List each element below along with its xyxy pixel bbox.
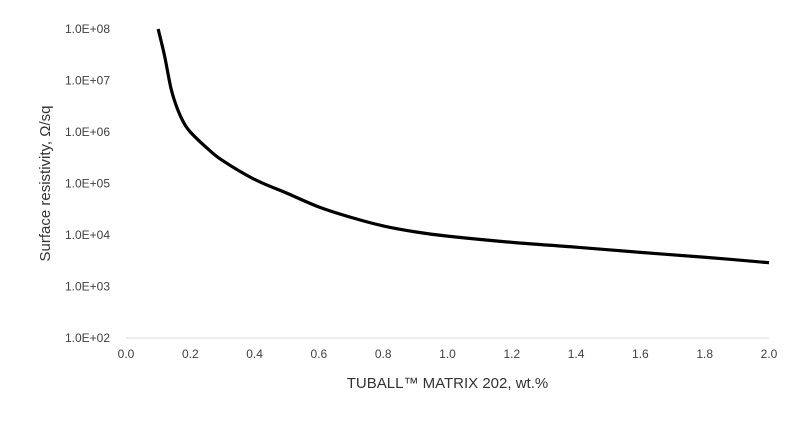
y-tick-label: 1.0E+04: [65, 228, 110, 242]
x-tick-label: 1.6: [632, 347, 649, 361]
y-axis-title: Surface resistivity, Ω/sq: [37, 106, 54, 262]
y-tick-label: 1.0E+03: [65, 280, 110, 294]
x-tick-label: 0.2: [182, 347, 199, 361]
series-layer: [156, 28, 770, 265]
y-tick-label: 1.0E+06: [65, 125, 110, 139]
series-line: [156, 28, 770, 265]
x-tick-label: 1.2: [503, 347, 520, 361]
x-tick-label: 0.8: [375, 347, 392, 361]
x-tick-label: 1.0: [439, 347, 456, 361]
x-tick-label: 1.4: [568, 347, 585, 361]
x-tick-label: 0.0: [118, 347, 135, 361]
x-tick-label: 2.0: [761, 347, 778, 361]
y-tick-label: 1.0E+07: [65, 74, 110, 88]
y-tick-label: 1.0E+05: [65, 177, 110, 191]
y-tick-label: 1.0E+02: [65, 331, 110, 345]
x-tick-label: 0.6: [311, 347, 328, 361]
x-tick-label: 1.8: [696, 347, 713, 361]
x-tick-label: 0.4: [246, 347, 263, 361]
x-axis-tick-labels: 0.0 0.2 0.4 0.6 0.8 1.0 1.2 1.4 1.6 1.8 2.0: [118, 347, 778, 361]
y-tick-label: 1.0E+08: [65, 22, 110, 36]
x-axis-title: TUBALL™ MATRIX 202, wt.%: [347, 375, 548, 392]
y-axis-tick-labels: 1.0E+02 1.0E+03 1.0E+04 1.0E+05 1.0E+06 1.0E+…: [65, 22, 110, 345]
